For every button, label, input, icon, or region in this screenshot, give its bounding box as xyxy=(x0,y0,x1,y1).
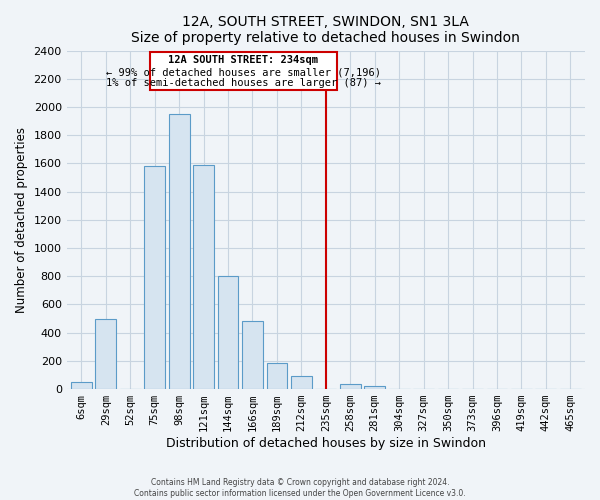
Title: 12A, SOUTH STREET, SWINDON, SN1 3LA
Size of property relative to detached houses: 12A, SOUTH STREET, SWINDON, SN1 3LA Size… xyxy=(131,15,520,45)
Bar xyxy=(95,318,116,389)
Bar xyxy=(144,166,165,389)
Bar xyxy=(291,376,312,389)
Bar xyxy=(193,165,214,389)
Bar xyxy=(364,386,385,389)
Bar xyxy=(218,276,238,389)
Text: ← 99% of detached houses are smaller (7,196): ← 99% of detached houses are smaller (7,… xyxy=(106,68,381,78)
Bar xyxy=(266,363,287,389)
X-axis label: Distribution of detached houses by size in Swindon: Distribution of detached houses by size … xyxy=(166,437,486,450)
Bar xyxy=(169,114,190,389)
Text: Contains HM Land Registry data © Crown copyright and database right 2024.
Contai: Contains HM Land Registry data © Crown c… xyxy=(134,478,466,498)
Y-axis label: Number of detached properties: Number of detached properties xyxy=(15,127,28,313)
Text: 1% of semi-detached houses are larger (87) →: 1% of semi-detached houses are larger (8… xyxy=(106,78,381,88)
Bar xyxy=(71,382,92,389)
Bar xyxy=(340,384,361,389)
Bar xyxy=(242,322,263,389)
Text: 12A SOUTH STREET: 234sqm: 12A SOUTH STREET: 234sqm xyxy=(169,54,319,64)
Bar xyxy=(150,52,337,90)
